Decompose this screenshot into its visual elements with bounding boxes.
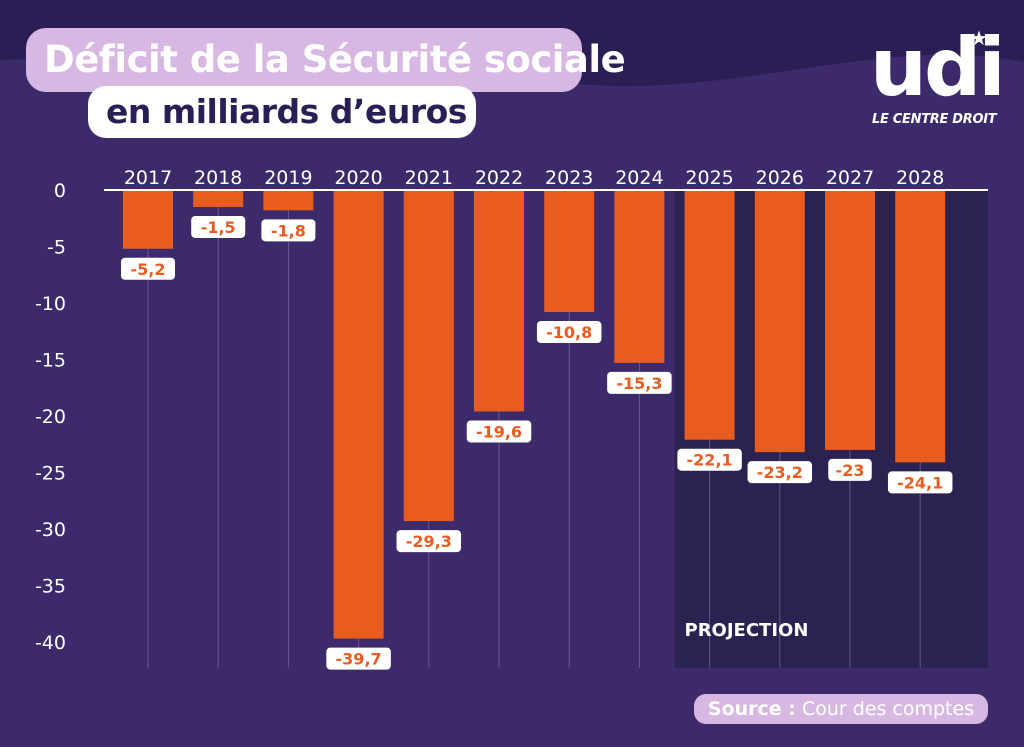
data-label: -23 — [836, 461, 865, 480]
data-label-box — [828, 458, 872, 481]
projection-label: PROJECTION — [685, 620, 809, 641]
x-tick-label: 2026 — [756, 167, 804, 189]
star-icon: ★ — [970, 26, 988, 50]
data-label-box — [396, 530, 462, 553]
x-tick-label: 2025 — [685, 167, 733, 189]
data-label: -39,7 — [336, 650, 382, 669]
source-label: Source : — [707, 698, 796, 720]
bar-2028 — [895, 190, 946, 463]
source-text: Cour des comptes — [801, 698, 975, 720]
bar-2027 — [825, 190, 875, 450]
data-label-box — [121, 257, 175, 280]
bar-2024 — [614, 190, 665, 363]
data-label: -10,8 — [546, 323, 592, 342]
data-label-box — [887, 471, 953, 494]
y-tick-label: 0 — [54, 180, 66, 202]
y-tick-label: -35 — [35, 576, 66, 598]
x-tick-label: 2017 — [124, 167, 172, 189]
data-label-box — [191, 215, 246, 238]
x-tick-label: 2020 — [334, 167, 382, 189]
data-label-box — [261, 219, 316, 242]
y-tick-label: -25 — [35, 463, 66, 485]
data-label: -24,1 — [897, 473, 943, 492]
bar-2017 — [123, 190, 173, 249]
chart-subtitle: en milliards d’euros — [88, 86, 476, 138]
data-label: -19,6 — [476, 422, 522, 441]
data-label: -1,5 — [201, 218, 236, 237]
x-tick-label: 2028 — [896, 167, 944, 189]
data-label: -15,3 — [616, 374, 662, 393]
data-label-box — [466, 420, 532, 443]
y-tick-label: -10 — [35, 293, 66, 315]
data-label: -29,3 — [406, 532, 452, 551]
bar-2022 — [474, 190, 524, 412]
x-tick-label: 2021 — [405, 167, 453, 189]
y-tick-label: -20 — [35, 406, 66, 428]
x-tick-label: 2027 — [826, 167, 874, 189]
bar-2021 — [403, 190, 454, 522]
bar-2020 — [333, 190, 384, 639]
bar-2023 — [544, 190, 595, 313]
data-label-box — [536, 321, 602, 344]
data-label: -23,2 — [757, 463, 803, 482]
data-label-box — [607, 371, 672, 394]
bar-2026 — [754, 190, 805, 453]
data-label: -22,1 — [687, 451, 733, 470]
logo-wordmark: udi — [870, 21, 1006, 114]
data-label: -5,2 — [131, 260, 166, 279]
data-label: -1,8 — [271, 221, 306, 240]
udi-logo: udi ★ LE CENTRE DROIT — [860, 21, 1006, 138]
bar-2025 — [684, 190, 735, 440]
y-tick-label: -5 — [47, 237, 66, 259]
data-label-box — [747, 461, 813, 484]
y-tick-label: -30 — [35, 519, 66, 541]
logo-tagline: LE CENTRE DROIT — [872, 112, 997, 127]
chart-title: Déficit de la Sécurité sociale — [26, 28, 626, 92]
x-tick-label: 2024 — [615, 167, 663, 189]
x-tick-label: 2022 — [475, 167, 523, 189]
y-tick-label: -15 — [35, 350, 66, 372]
bar-2019 — [263, 190, 314, 211]
data-label-box — [677, 448, 742, 471]
source-badge: Source : Cour des comptes — [694, 694, 988, 724]
x-tick-label: 2019 — [264, 167, 312, 189]
bar-2018 — [193, 190, 244, 207]
data-label-box — [326, 647, 391, 670]
x-tick-label: 2018 — [194, 167, 242, 189]
y-tick-label: -40 — [35, 632, 66, 654]
x-tick-label: 2023 — [545, 167, 593, 189]
